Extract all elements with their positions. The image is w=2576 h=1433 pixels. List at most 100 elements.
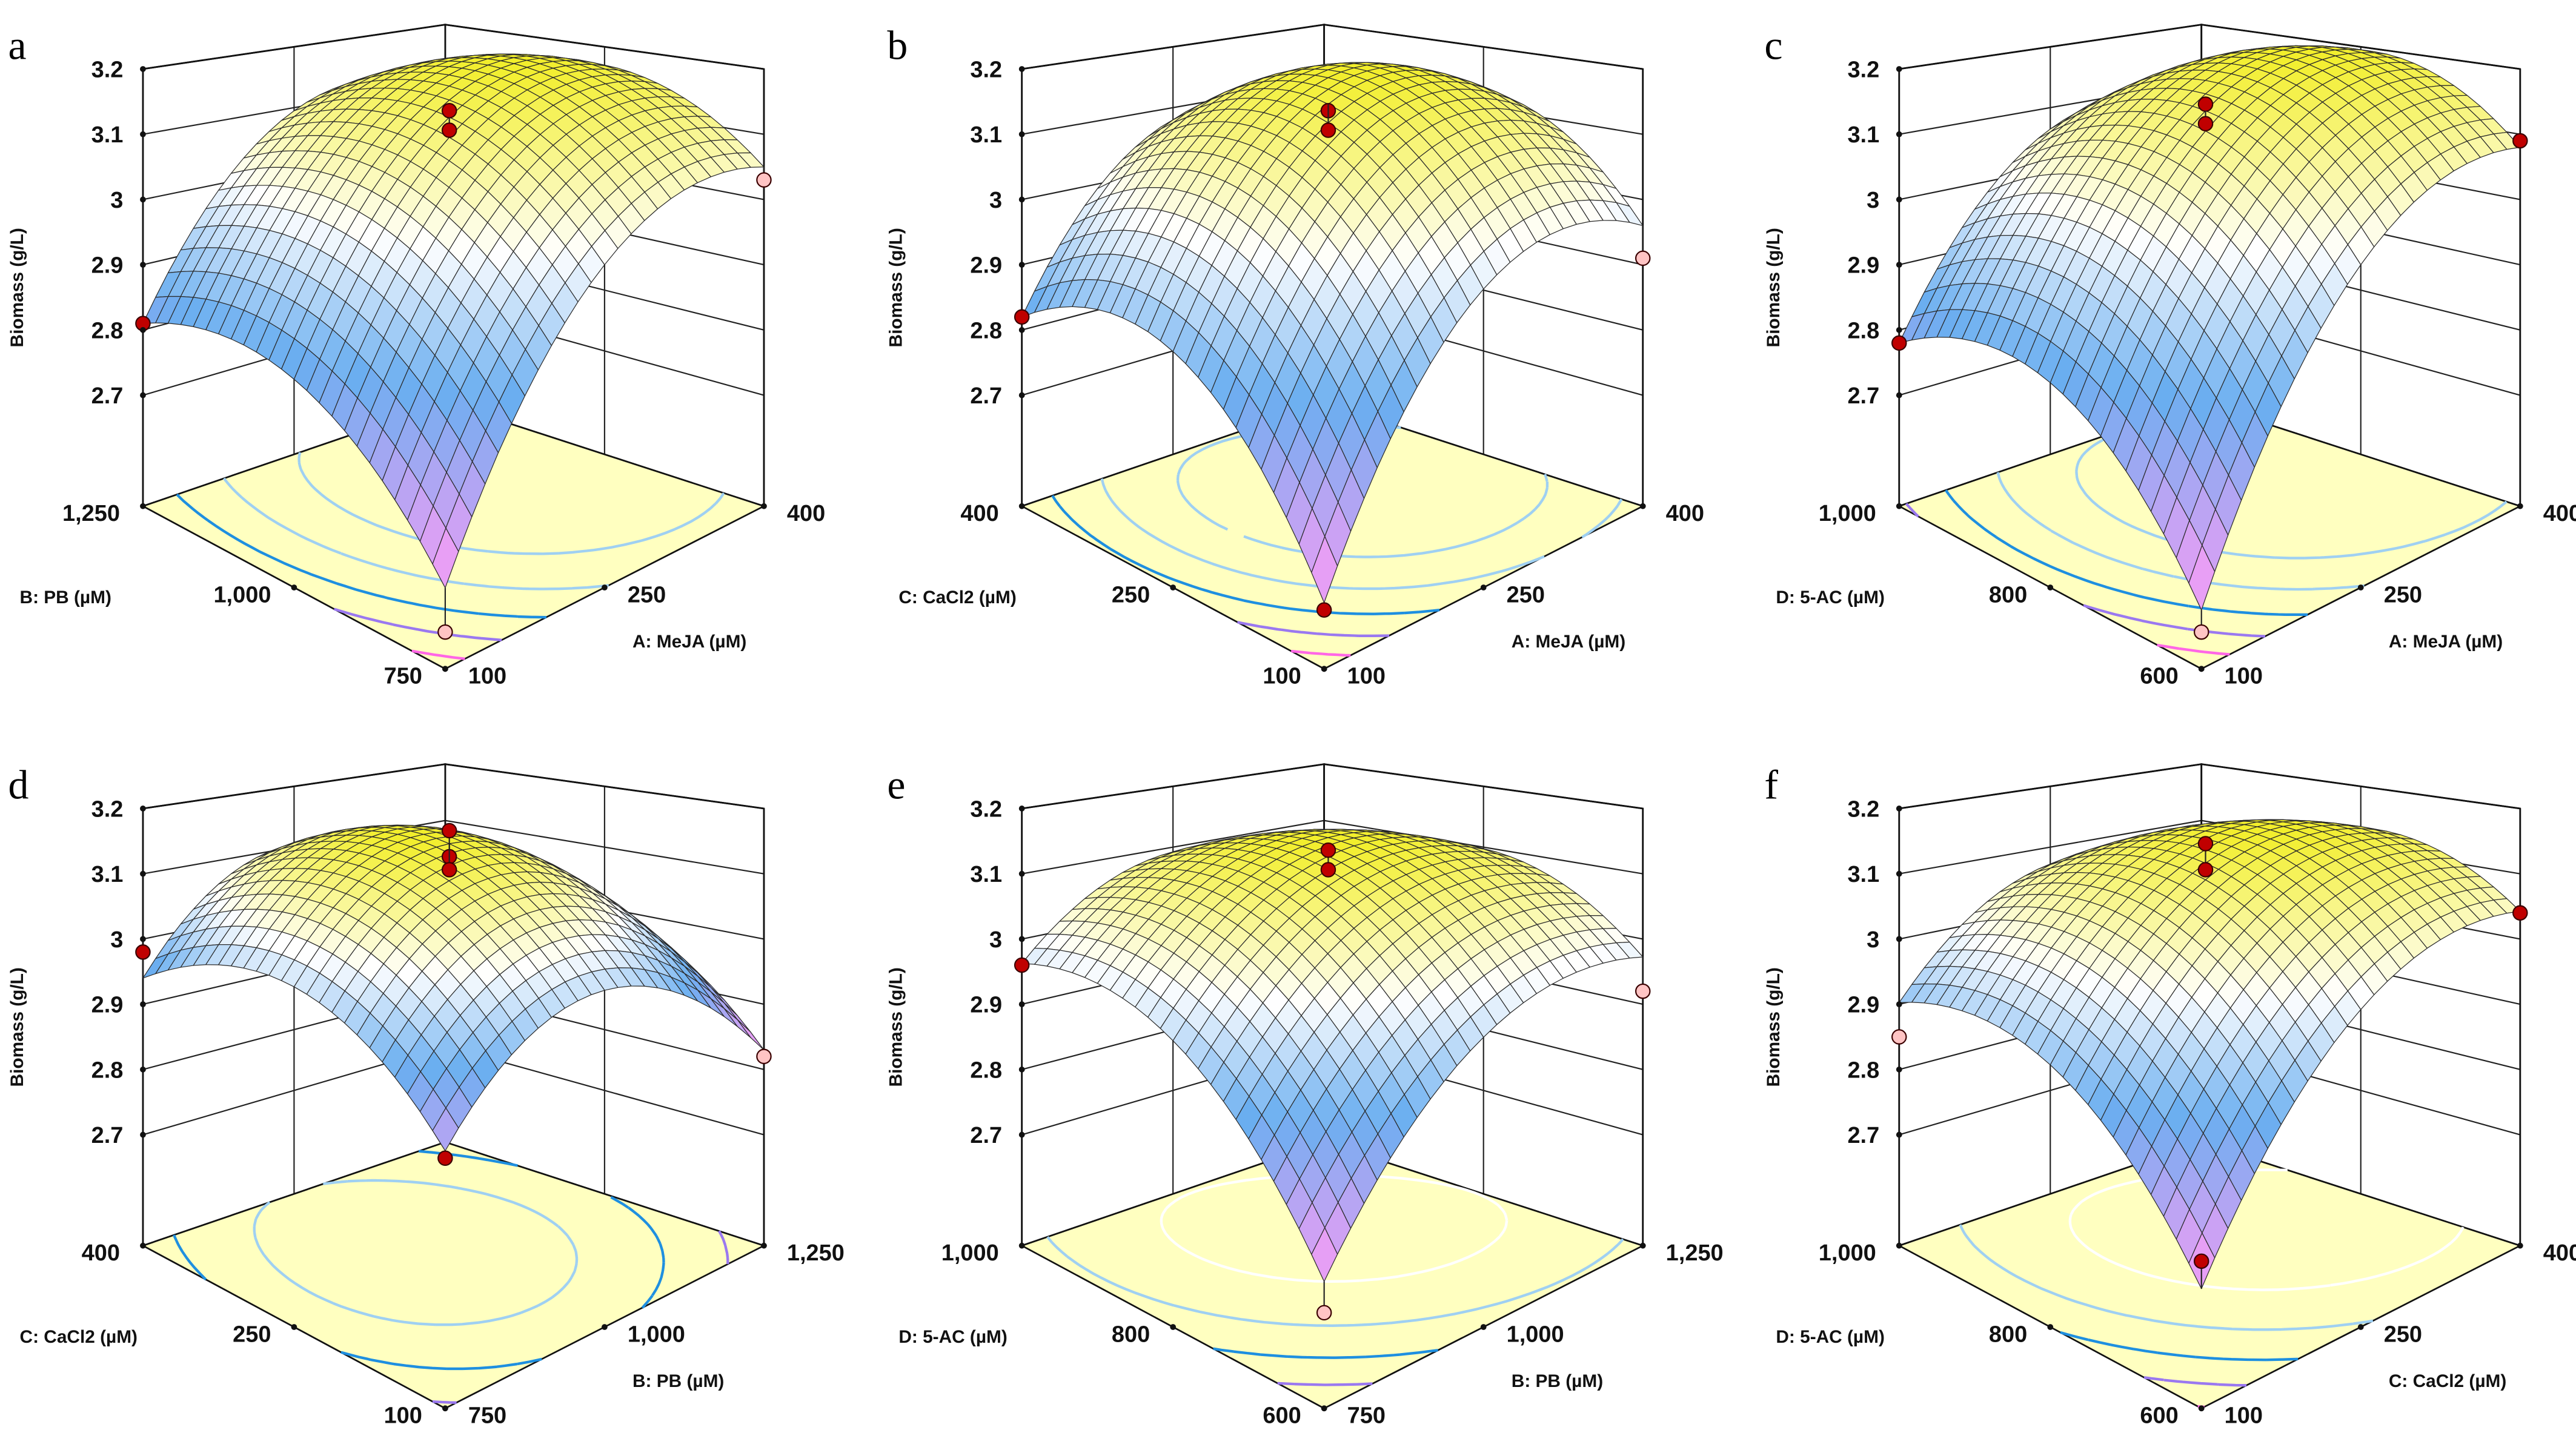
contour-line: [1277, 1382, 1373, 1386]
z-tick-label: 3.2: [970, 797, 1002, 822]
z-tick-label: 2.7: [91, 1123, 124, 1148]
x-tick-mark: [1639, 503, 1646, 509]
x-tick-mark: [2198, 666, 2205, 672]
contour-line: [1945, 489, 2308, 616]
response-surface: [142, 824, 765, 1151]
y-tick-mark: [1018, 503, 1025, 509]
panel-e: 2.7 2.8 2.9 3 3.1 3.2 600 750 800 1,000 1,000 1,250…: [886, 763, 1724, 1429]
contour-line: [253, 1179, 579, 1326]
x-tick-label: 250: [2384, 1322, 2422, 1347]
panel-label: f: [1764, 763, 1778, 808]
design-point: [1320, 842, 1336, 858]
z-tick-mark: [1896, 131, 1902, 137]
x-tick-mark: [1639, 1242, 1646, 1249]
x-tick-label: 100: [2225, 664, 2263, 689]
y-tick-mark: [291, 1324, 297, 1330]
design-point: [1316, 1305, 1332, 1321]
x-tick-label: 1,250: [1666, 1240, 1724, 1266]
x-tick-label: 400: [787, 501, 825, 526]
z-tick-mark: [140, 392, 146, 399]
contour-line: [1237, 621, 1390, 637]
contour-line: [1100, 478, 1623, 591]
z-tick-label: 2.9: [91, 993, 124, 1018]
panel-label: a: [8, 23, 27, 68]
y-tick-label: 1,000: [1819, 501, 1876, 526]
z-tick-label: 2.7: [970, 383, 1002, 409]
surface-patch: [2188, 544, 2216, 611]
design-point: [437, 1150, 453, 1166]
box-edge: [1899, 24, 2520, 70]
panel-label: e: [887, 763, 905, 808]
y-tick-mark: [140, 503, 146, 509]
x-tick-label: 400: [2543, 501, 2576, 526]
z-tick-label: 2.8: [1847, 318, 1879, 343]
x-tick-label: 750: [1347, 1403, 1386, 1429]
design-point: [1891, 335, 1907, 351]
z-tick-label: 3.1: [970, 862, 1002, 887]
design-point: [2193, 624, 2209, 640]
z-tick-mark: [1018, 196, 1025, 203]
x-tick-mark: [1480, 1324, 1487, 1330]
z-tick-label: 3.1: [91, 122, 124, 148]
box-edge: [142, 763, 765, 810]
z-tick-label: 3.1: [1847, 122, 1879, 148]
x-axis-title: A: MeJA (µM): [2389, 632, 2503, 652]
y-tick-label: 800: [1989, 582, 2027, 607]
y-tick-label: 1,000: [1819, 1240, 1876, 1266]
y-axis-title: B: PB (µM): [20, 587, 111, 607]
y-tick-label: 250: [1112, 582, 1150, 607]
contour-line: [411, 649, 465, 660]
x-tick-mark: [442, 666, 448, 672]
z-tick-label: 3.2: [1847, 797, 1879, 822]
z-tick-label: 3.1: [970, 122, 1002, 148]
contour-line: [1051, 495, 1440, 615]
y-tick-mark: [1896, 1242, 1902, 1249]
y-tick-label: 1,250: [62, 501, 120, 526]
x-tick-mark: [1321, 666, 1327, 672]
design-point: [756, 172, 772, 188]
x-tick-label: 250: [1507, 582, 1545, 607]
panel-f: 2.7 2.8 2.9 3 3.1 3.2 600 100 800 250 1,000 400 D: 5…: [1764, 763, 2576, 1429]
z-tick-label: 2.7: [1847, 383, 1879, 409]
y-axis-title: C: CaCl2 (µM): [20, 1327, 138, 1347]
response-surface: [142, 53, 765, 589]
x-tick-mark: [602, 1324, 608, 1330]
z-tick-label: 3: [989, 927, 1002, 953]
z-tick-label: 2.8: [91, 1057, 124, 1083]
x-axis-title: A: MeJA (µM): [632, 632, 746, 652]
z-tick-mark: [140, 262, 146, 268]
z-tick-mark: [1018, 326, 1025, 333]
z-tick-label: 2.9: [970, 253, 1002, 279]
y-tick-label: 100: [1263, 664, 1301, 689]
y-tick-label: 1,000: [213, 582, 271, 607]
z-axis-title: Biomass (g/L): [886, 967, 906, 1087]
surface-patch: [432, 1107, 459, 1151]
contour-line: [432, 1230, 729, 1404]
z-tick-label: 2.9: [1847, 993, 1879, 1018]
z-tick-label: 3: [1867, 927, 1879, 953]
design-point: [437, 624, 453, 640]
x-tick-label: 400: [2543, 1240, 2576, 1266]
box-edge: [142, 24, 765, 70]
contour-line: [1996, 472, 2365, 591]
y-tick-label: 600: [2140, 1403, 2178, 1429]
design-point: [2512, 905, 2528, 921]
z-tick-label: 2.9: [1847, 253, 1879, 279]
box-edge: [1021, 24, 1643, 70]
design-point: [2512, 133, 2528, 149]
y-tick-label: 100: [384, 1403, 422, 1429]
x-tick-label: 400: [1666, 501, 1704, 526]
z-axis-title: Biomass (g/L): [1764, 228, 1784, 347]
y-tick-mark: [1018, 1242, 1025, 1249]
y-tick-mark: [2047, 1324, 2054, 1330]
design-point: [441, 122, 457, 138]
x-tick-mark: [2357, 584, 2364, 591]
x-tick-mark: [1321, 1405, 1327, 1412]
contour-line: [2157, 643, 2230, 656]
design-point: [756, 1048, 772, 1065]
surface-patch: [1311, 536, 1338, 603]
x-tick-label: 1,000: [1507, 1322, 1564, 1347]
z-tick-mark: [1896, 870, 1902, 877]
design-point: [1320, 862, 1336, 878]
z-tick-mark: [1018, 66, 1025, 72]
